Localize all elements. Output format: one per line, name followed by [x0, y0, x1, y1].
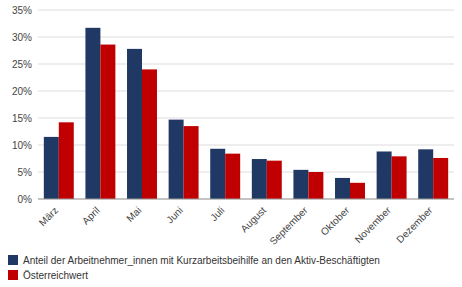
- y-axis: 0% 5% 10% 15% 20% 25% 30% 35%: [12, 5, 454, 205]
- bar: [142, 69, 157, 199]
- bar: [59, 122, 74, 199]
- x-tick-label: November: [353, 204, 394, 245]
- legend-swatch: [8, 255, 18, 265]
- bar: [210, 149, 225, 199]
- x-tick-label: Juli: [208, 205, 226, 223]
- chart: 0% 5% 10% 15% 20% 25% 30% 35% März April Mai Juni Ju…: [0, 0, 462, 287]
- grid-line: [38, 199, 454, 200]
- bar: [335, 178, 350, 199]
- bar: [225, 154, 240, 199]
- y-tick-label: 35%: [12, 5, 32, 16]
- bar: [350, 183, 365, 199]
- x-axis: März April Mai Juni Juli AugustSeptemberOktob…: [37, 199, 454, 247]
- bar: [392, 156, 407, 199]
- x-tick-label: Mai: [124, 205, 143, 224]
- bar: [169, 120, 184, 199]
- legend-label: Österreichwert: [23, 270, 88, 281]
- bar: [308, 172, 323, 199]
- bar: [377, 151, 392, 199]
- bar: [252, 159, 267, 199]
- y-tick-label: 25%: [12, 59, 32, 70]
- grid-line: [38, 10, 454, 11]
- bar: [418, 149, 433, 199]
- y-tick-label: 20%: [12, 86, 32, 97]
- bar: [293, 170, 308, 199]
- bar: [127, 49, 142, 199]
- y-tick-label: 5%: [18, 167, 33, 178]
- y-tick-label: 15%: [12, 113, 32, 124]
- y-tick-label: 0%: [18, 194, 33, 205]
- bar: [267, 161, 282, 199]
- bar: [433, 158, 448, 199]
- y-tick-label: 10%: [12, 140, 32, 151]
- bar: [100, 45, 115, 199]
- bar: [184, 126, 199, 199]
- legend-label: Anteil der Arbeitnehmer_innen mit Kurzar…: [23, 255, 380, 266]
- y-tick-label: 30%: [12, 32, 32, 43]
- legend-swatch: [8, 270, 18, 280]
- x-tick-label: Dezember: [394, 204, 435, 245]
- bars: [44, 28, 448, 199]
- x-tick-label: August: [238, 204, 268, 234]
- bar: [44, 137, 59, 199]
- bar: [85, 28, 100, 199]
- x-axis-line: [38, 199, 454, 200]
- x-tick-label: September: [267, 204, 310, 247]
- x-tick-label: Juni: [164, 205, 185, 226]
- legend: Anteil der Arbeitnehmer_innen mit Kurzar…: [8, 255, 380, 281]
- x-tick-label: März: [37, 205, 61, 229]
- x-tick-label: April: [80, 205, 102, 227]
- x-tick-label: Oktober: [318, 204, 351, 237]
